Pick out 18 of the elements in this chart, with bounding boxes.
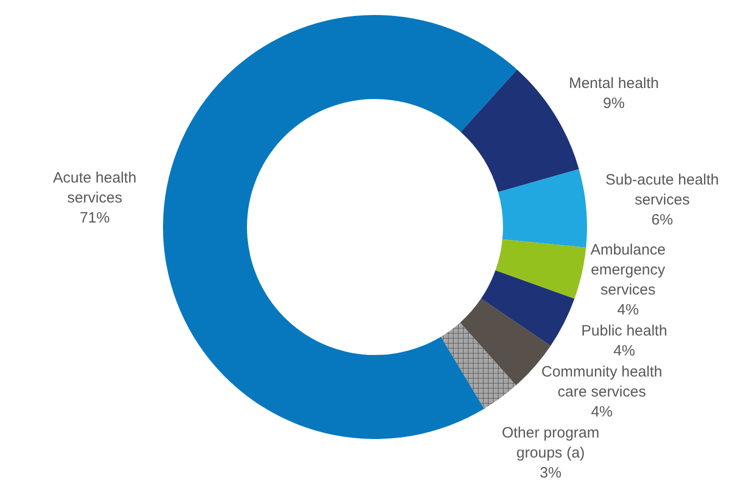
data-label: 4% (617, 301, 639, 318)
slice-label: Acute health services (53, 170, 136, 207)
slice-label: Public health (581, 322, 668, 340)
donut-slice (498, 169, 587, 248)
slice-label: Sub-acute health services (605, 171, 719, 208)
donut-slice (495, 239, 586, 299)
data-label: 3% (540, 464, 562, 482)
data-label: 9% (603, 95, 625, 112)
data-label: 4% (613, 342, 636, 360)
donut-slice (481, 270, 574, 346)
slice-label: Ambulance emergency services (590, 241, 666, 298)
data-label: 71% (80, 210, 110, 227)
donut-slice (440, 322, 516, 409)
slice-label: Mental health (568, 75, 659, 92)
slice-label: Other program groups (a) (502, 424, 600, 462)
slice-label: Community health care services (541, 363, 662, 400)
data-label: 4% (590, 403, 613, 420)
data-label: 6% (651, 211, 674, 228)
